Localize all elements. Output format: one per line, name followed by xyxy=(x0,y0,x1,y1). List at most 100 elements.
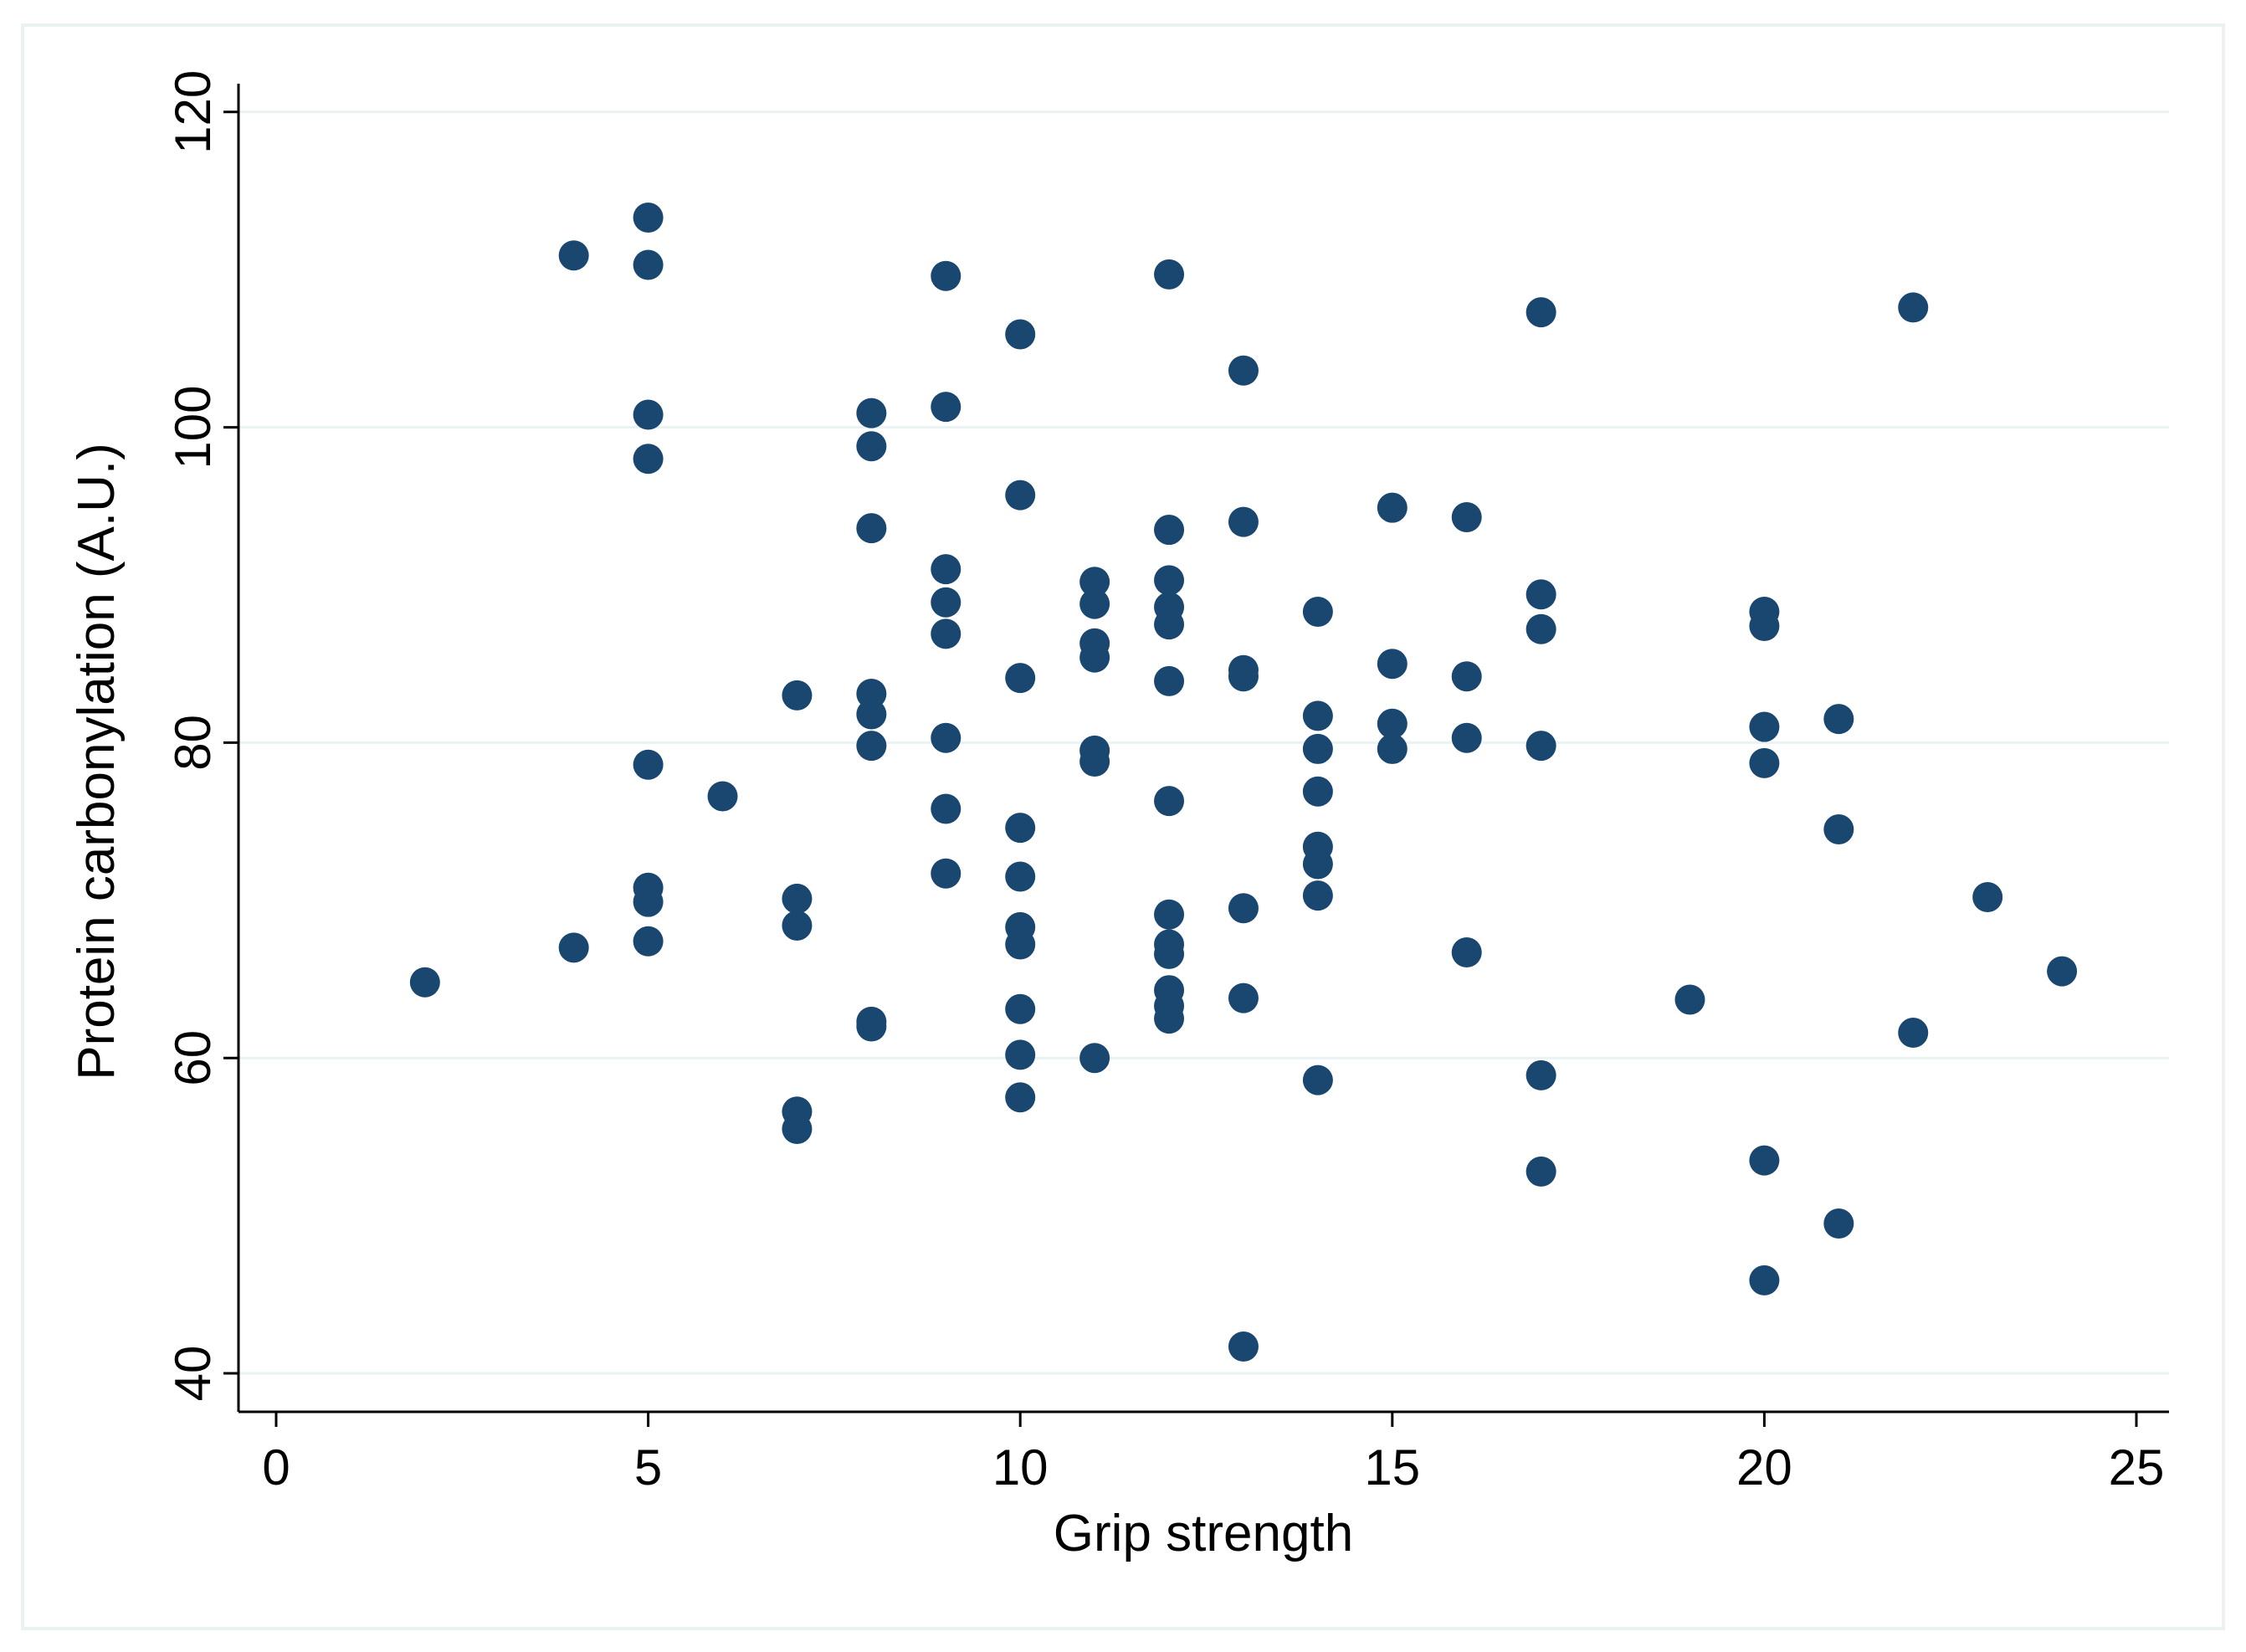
data-point xyxy=(782,680,813,711)
data-point xyxy=(1823,1208,1854,1239)
data-point xyxy=(1228,982,1259,1013)
data-point xyxy=(1823,704,1854,735)
data-point xyxy=(1749,1265,1780,1295)
data-point xyxy=(1154,565,1185,596)
data-point xyxy=(1154,259,1185,290)
data-point xyxy=(1451,501,1482,532)
data-point xyxy=(931,618,961,649)
data-point xyxy=(1228,661,1259,692)
y-axis-ticks: 40 60 80 100 120 xyxy=(165,70,238,1402)
y-tick-label-100: 100 xyxy=(165,386,221,469)
data-point xyxy=(2047,956,2078,987)
data-point xyxy=(633,444,664,475)
data-point xyxy=(633,249,664,280)
y-tick-label-120: 120 xyxy=(165,70,221,154)
data-point xyxy=(1005,813,1036,844)
x-tick-label-15: 15 xyxy=(1364,1439,1420,1496)
y-axis-title: Protein carbonylation (A.U.) xyxy=(68,443,126,1080)
data-point xyxy=(1526,1156,1556,1187)
data-point xyxy=(1526,297,1556,328)
data-point xyxy=(1451,722,1482,753)
data-point xyxy=(1302,700,1333,731)
data-point xyxy=(1302,880,1333,911)
data-point xyxy=(1079,746,1110,777)
data-point xyxy=(931,587,961,618)
data-point xyxy=(1228,893,1259,924)
x-tick-label-0: 0 xyxy=(262,1439,290,1496)
data-point xyxy=(1749,747,1780,778)
data-point xyxy=(1377,708,1408,739)
data-point xyxy=(1005,993,1036,1024)
data-point xyxy=(1451,661,1482,692)
data-point xyxy=(931,858,961,889)
data-point xyxy=(782,1113,813,1144)
data-point xyxy=(633,926,664,957)
data-point xyxy=(931,260,961,291)
data-points xyxy=(409,203,2078,1362)
data-point xyxy=(1005,319,1036,350)
data-point xyxy=(931,554,961,585)
data-point xyxy=(856,699,887,730)
data-point xyxy=(1526,731,1556,762)
data-point xyxy=(1079,642,1110,673)
data-point xyxy=(1154,515,1185,546)
data-point xyxy=(1005,1039,1036,1070)
data-point xyxy=(856,431,887,462)
data-point xyxy=(633,749,664,780)
data-point xyxy=(1749,610,1780,641)
x-tick-label-10: 10 xyxy=(992,1439,1049,1496)
data-point xyxy=(1154,609,1185,640)
data-point xyxy=(1898,1018,1929,1049)
data-point xyxy=(707,781,738,812)
y-tick-label-40: 40 xyxy=(165,1346,221,1402)
data-point xyxy=(1005,1082,1036,1113)
data-point xyxy=(1005,663,1036,694)
data-point xyxy=(1377,733,1408,764)
data-point xyxy=(1377,492,1408,523)
data-point xyxy=(1898,292,1929,323)
data-point xyxy=(633,886,664,917)
data-point xyxy=(1154,938,1185,969)
data-point xyxy=(931,722,961,753)
data-point xyxy=(1749,711,1780,742)
data-point xyxy=(856,513,887,544)
data-point xyxy=(409,967,440,998)
data-point xyxy=(1154,665,1185,696)
data-point xyxy=(1228,506,1259,537)
data-point xyxy=(931,793,961,824)
y-tick-label-80: 80 xyxy=(165,715,221,771)
data-point xyxy=(782,910,813,941)
data-point xyxy=(1302,597,1333,628)
data-point xyxy=(1823,814,1854,845)
gridlines xyxy=(238,110,2169,1375)
data-point xyxy=(1302,849,1333,880)
data-point xyxy=(1526,1059,1556,1090)
data-point xyxy=(1079,588,1110,619)
chart-frame xyxy=(21,23,2225,1630)
x-tick-label-25: 25 xyxy=(2109,1439,2165,1496)
x-axis-title: Grip strength xyxy=(1054,1505,1353,1562)
x-tick-label-5: 5 xyxy=(634,1439,662,1496)
data-point xyxy=(1228,355,1259,386)
data-point xyxy=(856,1011,887,1042)
data-point xyxy=(1154,1003,1185,1034)
data-point xyxy=(1079,567,1110,598)
data-point xyxy=(931,392,961,423)
x-axis-ticks: 0 5 10 15 20 25 xyxy=(262,1412,2164,1496)
data-point xyxy=(1154,786,1185,817)
data-point xyxy=(1005,861,1036,892)
data-point xyxy=(1005,929,1036,960)
data-point xyxy=(1079,1043,1110,1074)
data-point xyxy=(558,240,589,271)
data-point xyxy=(856,731,887,762)
data-point xyxy=(1302,776,1333,807)
data-point xyxy=(1302,733,1333,764)
y-tick-label-60: 60 xyxy=(165,1030,221,1086)
data-point xyxy=(1972,882,2003,913)
data-point xyxy=(1228,1331,1259,1362)
data-point xyxy=(1005,480,1036,510)
data-point xyxy=(782,883,813,914)
data-point xyxy=(1526,613,1556,644)
data-point xyxy=(1154,899,1185,930)
